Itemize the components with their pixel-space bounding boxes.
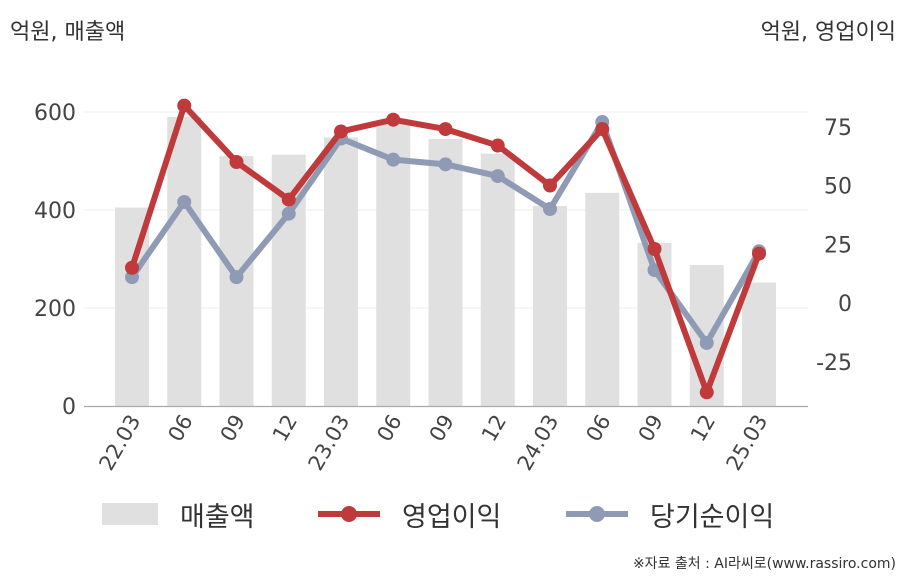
x-tick-label: 12 xyxy=(686,411,720,446)
series-lines xyxy=(125,98,766,400)
legend-swatch-net-income xyxy=(566,503,628,525)
y-axis-left-title: 억원, 매출액 xyxy=(10,20,126,45)
y-right-tick-label: 50 xyxy=(824,175,852,200)
x-tick-label: 09 xyxy=(216,411,250,446)
legend-label-operating-profit: 영업이익 xyxy=(402,501,502,533)
point-operating-profit-06 xyxy=(595,122,610,137)
legend-swatch-operating-profit xyxy=(318,503,380,525)
bar-revenue-24.03 xyxy=(533,206,567,406)
x-tick-label: 09 xyxy=(425,411,459,446)
x-tick-label: 12 xyxy=(268,411,302,446)
point-net-income-09 xyxy=(229,270,244,285)
point-operating-profit-25.03 xyxy=(752,246,766,261)
legend-item-net-income: 당기순이익 xyxy=(566,494,774,534)
point-operating-profit-06 xyxy=(386,112,401,127)
bar-revenue-06 xyxy=(167,116,202,407)
point-operating-profit-12 xyxy=(699,385,714,400)
x-tick-label: 06 xyxy=(372,411,406,446)
legend-swatch-revenue xyxy=(102,503,158,525)
point-operating-profit-22.03 xyxy=(125,260,139,275)
point-net-income-06 xyxy=(177,194,192,209)
bar-revenue-06 xyxy=(376,123,411,406)
point-net-income-12 xyxy=(490,169,505,184)
legend-item-operating-profit: 영업이익 xyxy=(318,494,501,534)
point-net-income-09 xyxy=(438,157,453,172)
bar-revenue-12 xyxy=(689,264,724,406)
y-right-tick-label: -25 xyxy=(816,351,852,376)
point-net-income-12 xyxy=(281,206,296,221)
y-left-tick-label: 400 xyxy=(34,199,76,224)
y-axis-right-ticks: -25 0 25 50 75 xyxy=(816,116,852,376)
y-axis-right-title: 억원, 영업이익 xyxy=(760,20,896,45)
point-operating-profit-24.03 xyxy=(543,178,557,193)
x-tick-label: 06 xyxy=(163,411,197,446)
y-left-tick-label: 200 xyxy=(34,297,76,322)
y-left-tick-label: 0 xyxy=(62,395,76,420)
bar-revenue-25.03 xyxy=(742,282,776,406)
bar-revenue-12 xyxy=(480,153,515,406)
y-right-tick-label: 25 xyxy=(824,233,852,258)
x-tick-label: 22.03 xyxy=(94,411,145,475)
y-right-tick-label: 75 xyxy=(824,116,852,141)
point-operating-profit-06 xyxy=(177,98,192,113)
x-tick-label: 06 xyxy=(581,411,615,446)
bar-revenue-09 xyxy=(428,138,463,406)
point-net-income-12 xyxy=(699,335,714,350)
legend: 매출액 영업이익 당기순이익 xyxy=(0,494,908,534)
point-operating-profit-09 xyxy=(229,155,244,169)
bar-revenue-23.03 xyxy=(324,137,358,407)
x-tick-label: 09 xyxy=(634,411,668,446)
x-tick-label: 23.03 xyxy=(303,411,354,475)
legend-label-net-income: 당기순이익 xyxy=(650,501,775,533)
legend-item-revenue: 매출액 xyxy=(102,494,255,534)
point-net-income-24.03 xyxy=(543,202,557,216)
bar-revenue-06 xyxy=(585,192,620,406)
x-tick-label: 24.03 xyxy=(512,411,563,475)
point-net-income-06 xyxy=(386,152,401,167)
point-operating-profit-09 xyxy=(647,241,662,256)
y-right-tick-label: 0 xyxy=(838,292,852,317)
point-operating-profit-12 xyxy=(490,138,505,153)
legend-label-revenue: 매출액 xyxy=(180,501,255,533)
source-note: ※자료 출처 : AI라씨로(www.rassiro.com) xyxy=(632,556,896,572)
point-operating-profit-23.03 xyxy=(334,124,348,139)
y-left-tick-label: 600 xyxy=(34,101,76,126)
x-tick-label: 12 xyxy=(477,411,511,446)
x-axis-ticks: 22.03 06 09 12 23.03 06 09 12 24.03 06 09 12 25.03 xyxy=(94,411,772,475)
point-operating-profit-12 xyxy=(281,192,296,207)
y-axis-left-ticks: 0 200 400 600 xyxy=(34,101,76,420)
x-tick-label: 25.03 xyxy=(721,411,772,475)
point-operating-profit-09 xyxy=(438,122,453,137)
